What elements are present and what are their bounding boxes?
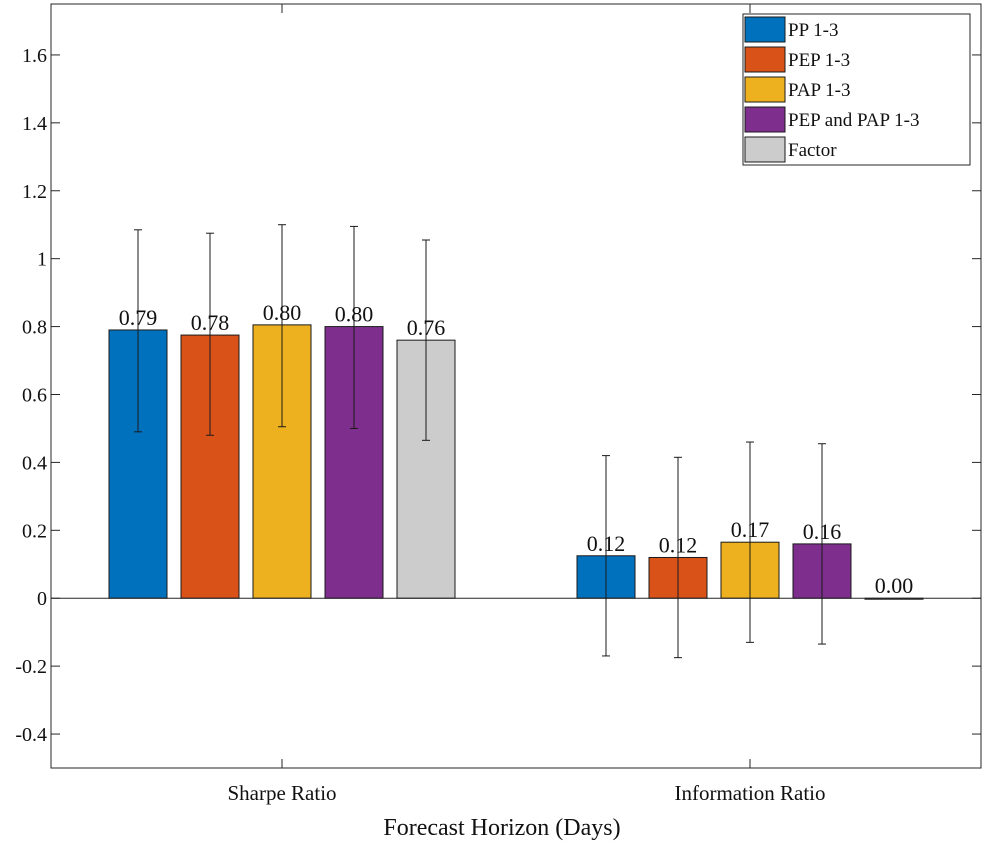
data-label: 0.16 [803,519,842,544]
legend-label: Factor [788,140,837,161]
category-label: Information Ratio [674,781,825,805]
y-tick-label: 0 [37,588,47,610]
data-label: 0.80 [335,302,374,327]
y-tick-label: 0.2 [22,520,47,542]
legend-label: PEP 1-3 [788,50,850,71]
data-labels: 0.79 0.12 0.78 0.12 0.80 0.17 0.80 0.16 0.76 0.00 [119,300,914,598]
data-label: 0.12 [659,532,698,557]
y-tick-label: 1 [37,249,47,271]
y-tick-label: 1.2 [22,181,47,203]
legend-label: PP 1-3 [788,20,839,41]
error-bars [134,224,826,659]
y-tick-label: 0.4 [22,452,47,474]
category-label: Sharpe Ratio [227,781,336,805]
y-tick-label: 0.6 [22,384,47,406]
data-label: 0.79 [119,305,158,330]
data-label: 0.00 [875,573,914,598]
y-tick-label: -0.2 [15,656,47,678]
legend-swatch [744,106,786,133]
legend-label: PEP and PAP 1-3 [788,110,919,131]
legend-swatch [744,76,786,103]
legend-swatch [744,136,786,163]
legend-label: PAP 1-3 [788,80,850,101]
x-axis-title: Forecast Horizon (Days) [383,815,620,841]
data-label: 0.17 [731,517,770,542]
y-tick-label: -0.4 [15,724,47,746]
y-tick-labels: -0.4 -0.2 0 0.2 0.4 0.6 0.8 1 1.2 1.4 1.6 [15,45,47,746]
legend-swatch [744,16,786,43]
y-tick-label: 1.6 [22,45,47,67]
tick-marks [51,4,981,768]
data-label: 0.12 [587,531,626,556]
legend: PP 1-3 PEP 1-3 PAP 1-3 PEP and PAP 1-3 Facto… [742,13,971,166]
legend-swatch [744,46,786,73]
data-label: 0.78 [191,310,230,335]
y-tick-label: 1.4 [22,113,47,135]
y-tick-label: 0.8 [22,317,47,339]
data-label: 0.76 [407,315,446,340]
category-labels: Sharpe Ratio Information Ratio [227,781,825,805]
data-label: 0.80 [263,300,302,325]
